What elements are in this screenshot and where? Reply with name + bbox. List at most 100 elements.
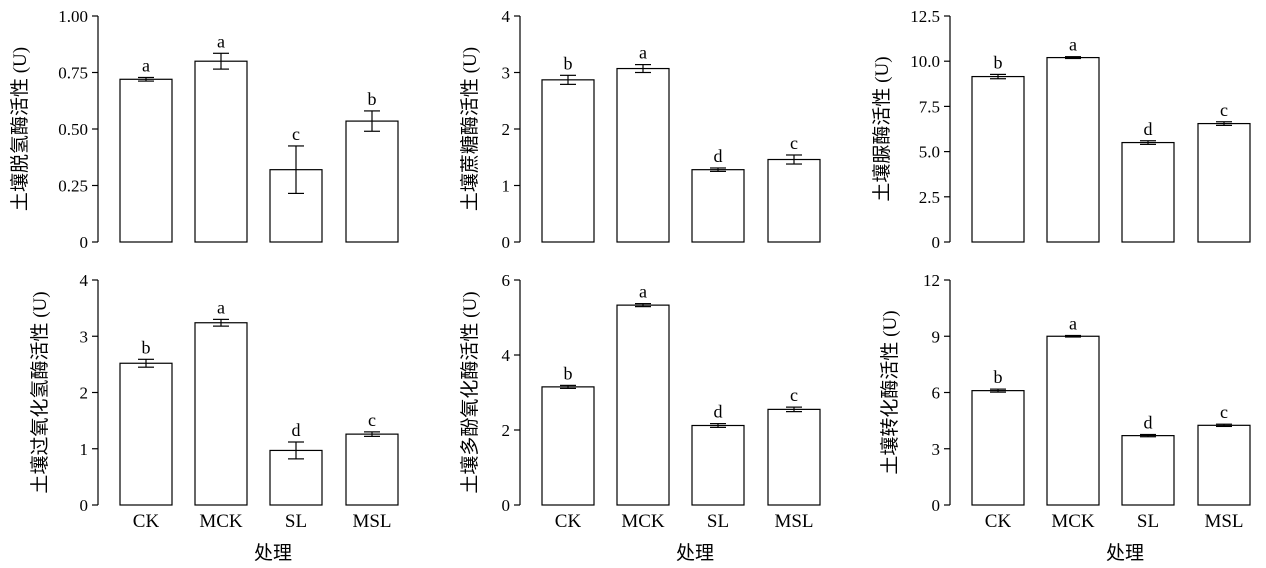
y-tick-label: 4 [80,271,89,290]
y-tick-label: 0 [80,233,89,252]
y-tick-label: 4 [502,7,511,26]
y-tick-label: 10.0 [910,52,940,71]
y-axis-title: 土壤转化酶活性 (U) [879,310,901,474]
bar-ck [119,362,173,506]
y-tick-label: 2 [80,384,89,403]
significance-letter: a [639,43,647,63]
chart-panel-3: 0 2.5 5.0 7.5 10.0 12.5 土壤脲酶活性 (U) b a d c [871,7,1251,252]
significance-letter: d [1144,119,1153,139]
x-tick-label: SL [707,511,729,532]
y-axis-title: 土壤脱氢酶活性 (U) [9,47,31,211]
significance-letter: a [1069,35,1077,55]
bar-ck [119,78,173,243]
significance-letter: d [1144,413,1153,433]
y-tick-label: 9 [932,327,941,346]
significance-letter: b [142,337,151,357]
significance-letter: b [994,367,1003,387]
significance-letter: b [564,53,573,73]
x-tick-label: CK [133,511,160,532]
y-tick-label: 2 [502,421,511,440]
significance-letter: c [790,385,798,405]
y-tick-label: 3 [502,64,511,83]
y-tick-label: 1 [80,440,89,459]
y-tick-label: 6 [502,271,511,290]
y-tick-label: 1.00 [58,7,88,26]
y-tick-label: 0 [502,496,511,515]
y-tick-label: 6 [932,384,941,403]
bar-sl [691,424,745,506]
chart-panel-2: 0 1 2 3 4 土壤蔗糖酶活性 (U) b a d c [459,7,821,252]
bar-ck [541,386,595,506]
significance-letter: c [790,133,798,153]
y-tick-label: 2 [502,120,511,139]
y-tick-label: 0 [502,233,511,252]
y-tick-label: 0.50 [58,120,88,139]
significance-letter: c [292,124,300,144]
y-axis-title: 土壤脲酶活性 (U) [871,56,893,201]
x-axis-title: 处理 [1106,542,1144,564]
bar-mck [616,67,670,243]
y-tick-label: 5.0 [919,143,940,162]
bar-msl [345,433,399,506]
chart-panel-6: 0 3 6 9 12 土壤转化酶活性 (U) b CK a MCK d SL c MSL 处理 [879,271,1251,564]
chart-panel-5: 0 2 4 6 土壤多酚氧化酶活性 (U) b CK a MCK d SL c MSL 处理 [459,271,821,564]
significance-letter: a [217,297,225,317]
y-tick-label: 0.25 [58,177,88,196]
significance-letter: d [714,402,723,422]
bar-sl [269,449,323,506]
significance-letter: b [368,89,377,109]
x-tick-label: MCK [199,511,243,532]
significance-letter: b [564,363,573,383]
bar-msl [1197,424,1251,506]
y-tick-label: 12.5 [910,7,940,26]
significance-letter: a [639,282,647,302]
chart-panel-4: 0 1 2 3 4 土壤过氧化氢酶活性 (U) b CK a MCK d SL c MSL 处理 [29,271,399,564]
x-tick-label: MSL [352,511,391,532]
significance-letter: c [1220,100,1228,120]
x-tick-label: CK [555,511,582,532]
y-tick-label: 0.75 [58,64,88,83]
y-tick-label: 3 [80,327,89,346]
bar-mck [194,322,248,506]
bar-mck [1046,56,1100,243]
x-tick-label: MSL [774,511,813,532]
x-tick-label: SL [285,511,307,532]
significance-letter: d [714,146,723,166]
bar-mck [1046,335,1100,506]
bar-ck [541,79,595,243]
y-tick-label: 0 [932,496,941,515]
y-axis-title: 土壤过氧化氢酶活性 (U) [29,291,51,493]
y-tick-label: 2.5 [919,188,940,207]
significance-letter: c [368,410,376,430]
bar-msl [767,158,821,243]
bar-mck [194,60,248,243]
significance-letter: a [1069,314,1077,334]
bar-msl [767,408,821,506]
x-tick-label: MSL [1204,511,1243,532]
y-axis-title: 土壤蔗糖酶活性 (U) [459,47,481,211]
x-tick-label: MCK [621,511,665,532]
y-tick-label: 3 [932,440,941,459]
significance-letter: b [994,52,1003,72]
significance-letter: c [1220,402,1228,422]
x-tick-label: SL [1137,511,1159,532]
bar-sl [1121,141,1175,243]
chart-panel-1: 0 0.25 0.50 0.75 1.00 土壤脱氢酶活性 (U) a a c b [9,7,399,252]
significance-letter: a [142,55,150,75]
bar-ck [971,390,1025,506]
bar-sl [691,169,745,243]
x-axis-title: 处理 [676,542,714,564]
x-axis-title: 处理 [254,542,292,564]
bar-msl [1197,122,1251,243]
bar-msl [345,120,399,243]
bar-ck [971,75,1025,243]
bar-sl [1121,435,1175,506]
x-tick-label: CK [985,511,1012,532]
y-tick-label: 0 [932,233,941,252]
y-tick-label: 1 [502,177,511,196]
y-tick-label: 7.5 [919,97,940,116]
significance-letter: a [217,31,225,51]
x-tick-label: MCK [1051,511,1095,532]
y-tick-label: 4 [502,346,511,365]
